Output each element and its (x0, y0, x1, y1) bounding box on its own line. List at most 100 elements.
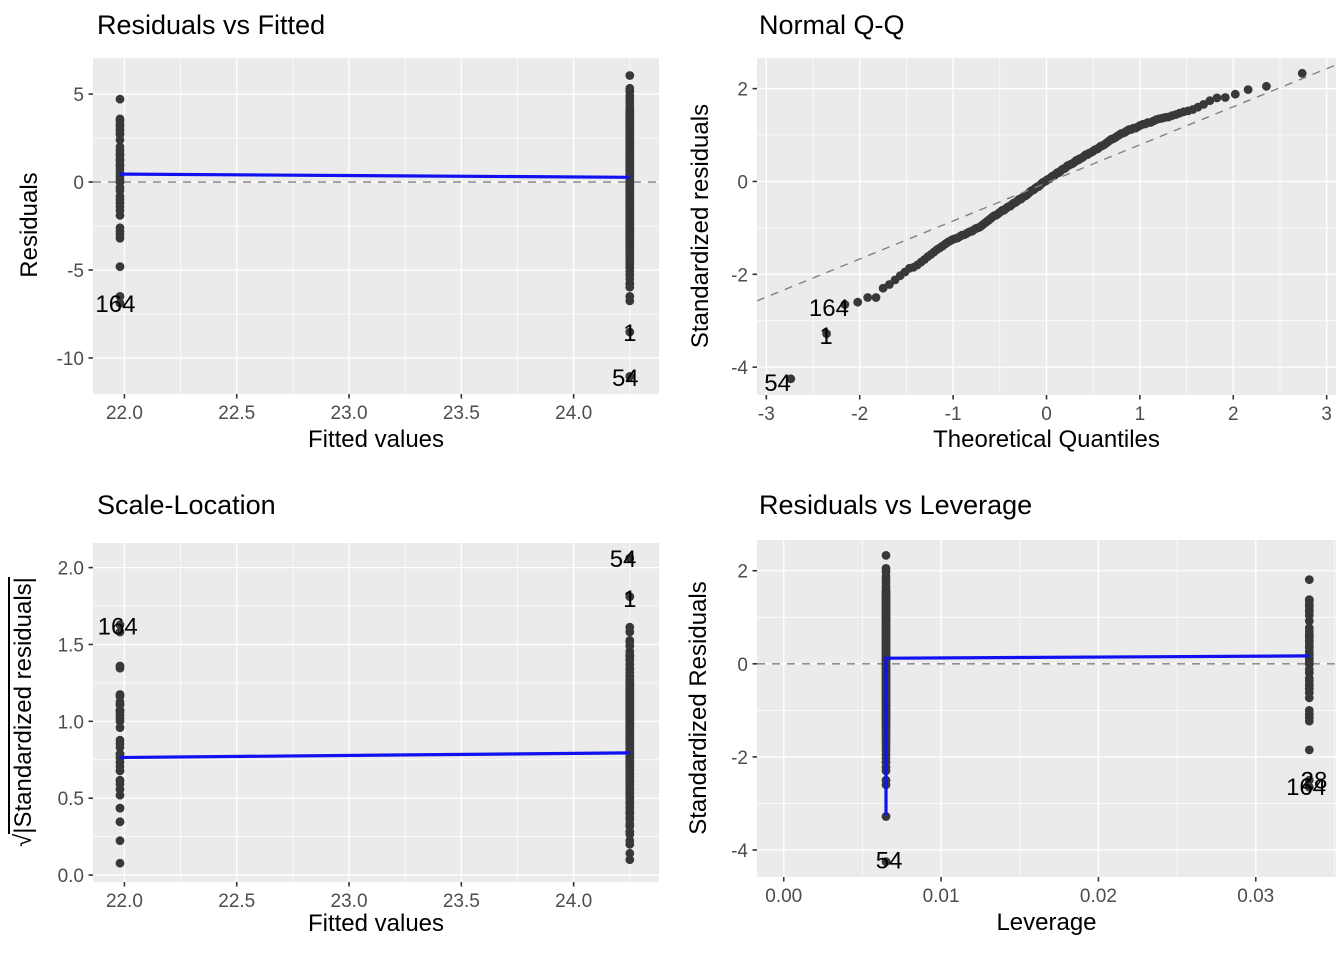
observation-label: 1 (623, 586, 636, 613)
data-point (625, 553, 635, 563)
data-point (1205, 96, 1215, 106)
smooth-line (884, 654, 1310, 816)
data-point (1220, 93, 1230, 102)
y-tick-label: 0 (737, 655, 748, 676)
data-point (115, 723, 125, 732)
data-point (1304, 782, 1314, 792)
data-point (822, 329, 831, 339)
data-point (625, 622, 635, 632)
data-point (1304, 716, 1314, 726)
data-point (115, 858, 125, 868)
y-tick-label: 0.5 (58, 789, 84, 810)
panel-background (757, 540, 1336, 877)
observation-label: 164 (1286, 774, 1326, 801)
x-tick-label: -1 (945, 404, 962, 425)
data-point (625, 282, 635, 292)
data-point (625, 836, 635, 846)
x-tick-label: 0 (1041, 404, 1052, 425)
data-point (1297, 68, 1307, 78)
smooth-line (119, 172, 630, 179)
y-tick-label: 5 (73, 85, 84, 106)
plot-area: 22.0 22.5 23.0 23.5 24.0 -10 -5 0 5 164 1 54 (57, 58, 659, 424)
panel-title: Normal Q-Q (759, 10, 905, 40)
smooth-line (119, 751, 630, 760)
y-tick-label: -4 (731, 841, 748, 862)
data-point (115, 292, 125, 301)
x-tick-label: 22.0 (106, 403, 143, 424)
data-point (115, 661, 125, 671)
x-axis-title: Leverage (996, 909, 1097, 936)
data-point (115, 785, 125, 794)
data-point (115, 817, 125, 827)
panel-scale-location: Scale-Location √|Standardized residuals|… (0, 480, 672, 960)
x-tick-label: 23.0 (331, 403, 368, 424)
y-tick-label: -5 (67, 261, 84, 282)
x-tick-label: 22.5 (218, 891, 255, 912)
data-point (115, 803, 125, 813)
x-tick-label: 3 (1321, 404, 1332, 425)
x-tick-label: -3 (758, 404, 775, 425)
data-point (625, 855, 635, 865)
data-point (115, 627, 125, 637)
x-tick-label: 0.01 (923, 886, 960, 907)
x-tick-label: 24.0 (555, 403, 592, 424)
y-tick-label: 0 (737, 172, 748, 193)
x-axis-title: Fitted values (307, 910, 445, 937)
data-point (625, 296, 635, 306)
data-point (625, 592, 635, 601)
panel-title: Residuals vs Fitted (97, 10, 326, 40)
observation-label: 164 (95, 291, 135, 318)
data-point (625, 637, 635, 647)
data-point (115, 94, 125, 104)
observation-label: 1 (623, 320, 636, 347)
data-point (115, 766, 125, 776)
data-point (115, 135, 125, 145)
observation-label: 54 (764, 370, 791, 397)
observation-label: 1 (819, 323, 832, 350)
data-point (625, 372, 635, 381)
y-tick-label: -2 (731, 748, 748, 769)
data-point (1212, 93, 1222, 103)
x-tick-label: 23.0 (331, 891, 368, 912)
panel-title: Residuals vs Leverage (759, 490, 1033, 520)
x-tick-label: 22.0 (106, 891, 143, 912)
data-point (1304, 745, 1314, 755)
data-point (1243, 85, 1253, 94)
data-point (1262, 81, 1271, 91)
data-point (1230, 89, 1240, 99)
observation-label: 164 (98, 614, 138, 641)
panel-residuals-vs-fitted: Residuals vs Fitted Residuals Fitted val… (0, 0, 672, 480)
data-point (871, 293, 881, 302)
x-tick-label: 0.02 (1080, 886, 1117, 907)
data-point (881, 551, 891, 560)
y-tick-label: 1.0 (58, 712, 84, 733)
y-tick-label: -2 (731, 265, 748, 286)
observation-label: 54 (610, 546, 637, 573)
x-tick-label: 23.5 (443, 891, 480, 912)
data-point (115, 298, 125, 308)
data-point (625, 848, 635, 858)
x-tick-label: 2 (1228, 404, 1239, 425)
x-tick-label: 24.0 (555, 891, 592, 912)
data-point (881, 857, 891, 866)
x-tick-label: 23.5 (443, 403, 480, 424)
data-point (881, 812, 891, 821)
x-axis-title: Fitted values (307, 426, 445, 453)
plot-area: 22.0 22.5 23.0 23.5 24.0 0.0 0.5 1.0 1.5 2.0 164 54… (58, 543, 659, 912)
data-point (115, 211, 125, 220)
data-point (115, 700, 125, 709)
data-point (786, 374, 796, 384)
data-point (863, 293, 873, 302)
observation-label: 54 (612, 365, 639, 392)
y-tick-label: 1.5 (58, 635, 84, 656)
data-point (840, 300, 850, 309)
panel-title: Scale-Location (97, 490, 276, 520)
data-point (115, 757, 125, 767)
x-tick-label: 0.03 (1237, 886, 1274, 907)
data-point (115, 262, 125, 271)
data-point (625, 827, 635, 836)
y-tick-label: 2.0 (58, 559, 84, 580)
data-point (625, 819, 635, 829)
data-point (115, 739, 125, 749)
